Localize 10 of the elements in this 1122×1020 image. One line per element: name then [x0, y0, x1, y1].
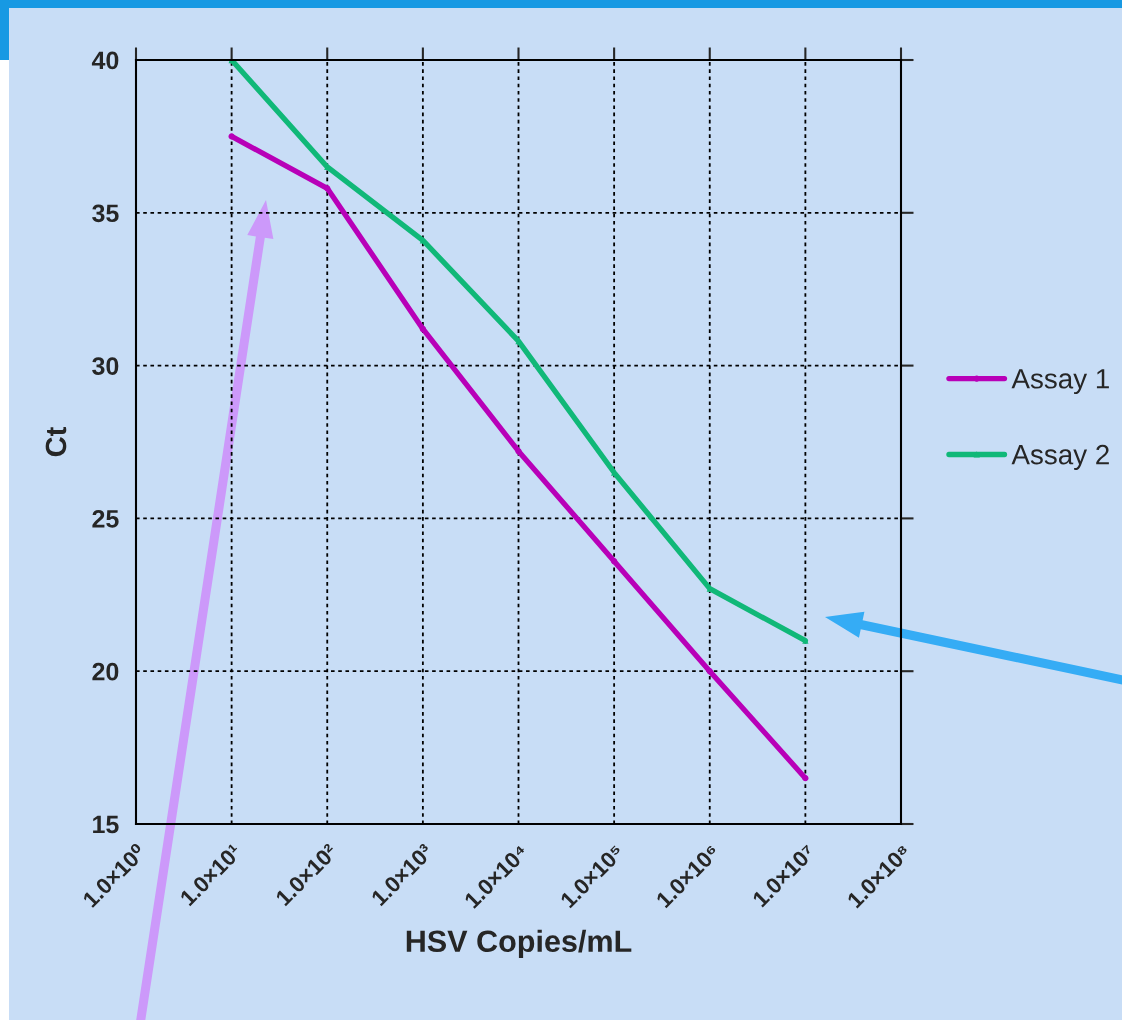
y-tick-label: 35: [92, 204, 119, 223]
legend-label: Assay 2: [1011, 444, 1109, 470]
y-axis-title: Ct: [45, 426, 67, 457]
x-axis-title: HSV Copies/mL: [406, 929, 632, 959]
y-tick-label: 20: [92, 662, 119, 681]
y-tick-label: 25: [92, 510, 119, 528]
y-tick-label: 40: [91, 51, 119, 70]
y-tick-label: 15: [93, 815, 119, 834]
legend-label: Assay 1: [1011, 369, 1109, 395]
y-tick-label: 30: [92, 357, 119, 375]
